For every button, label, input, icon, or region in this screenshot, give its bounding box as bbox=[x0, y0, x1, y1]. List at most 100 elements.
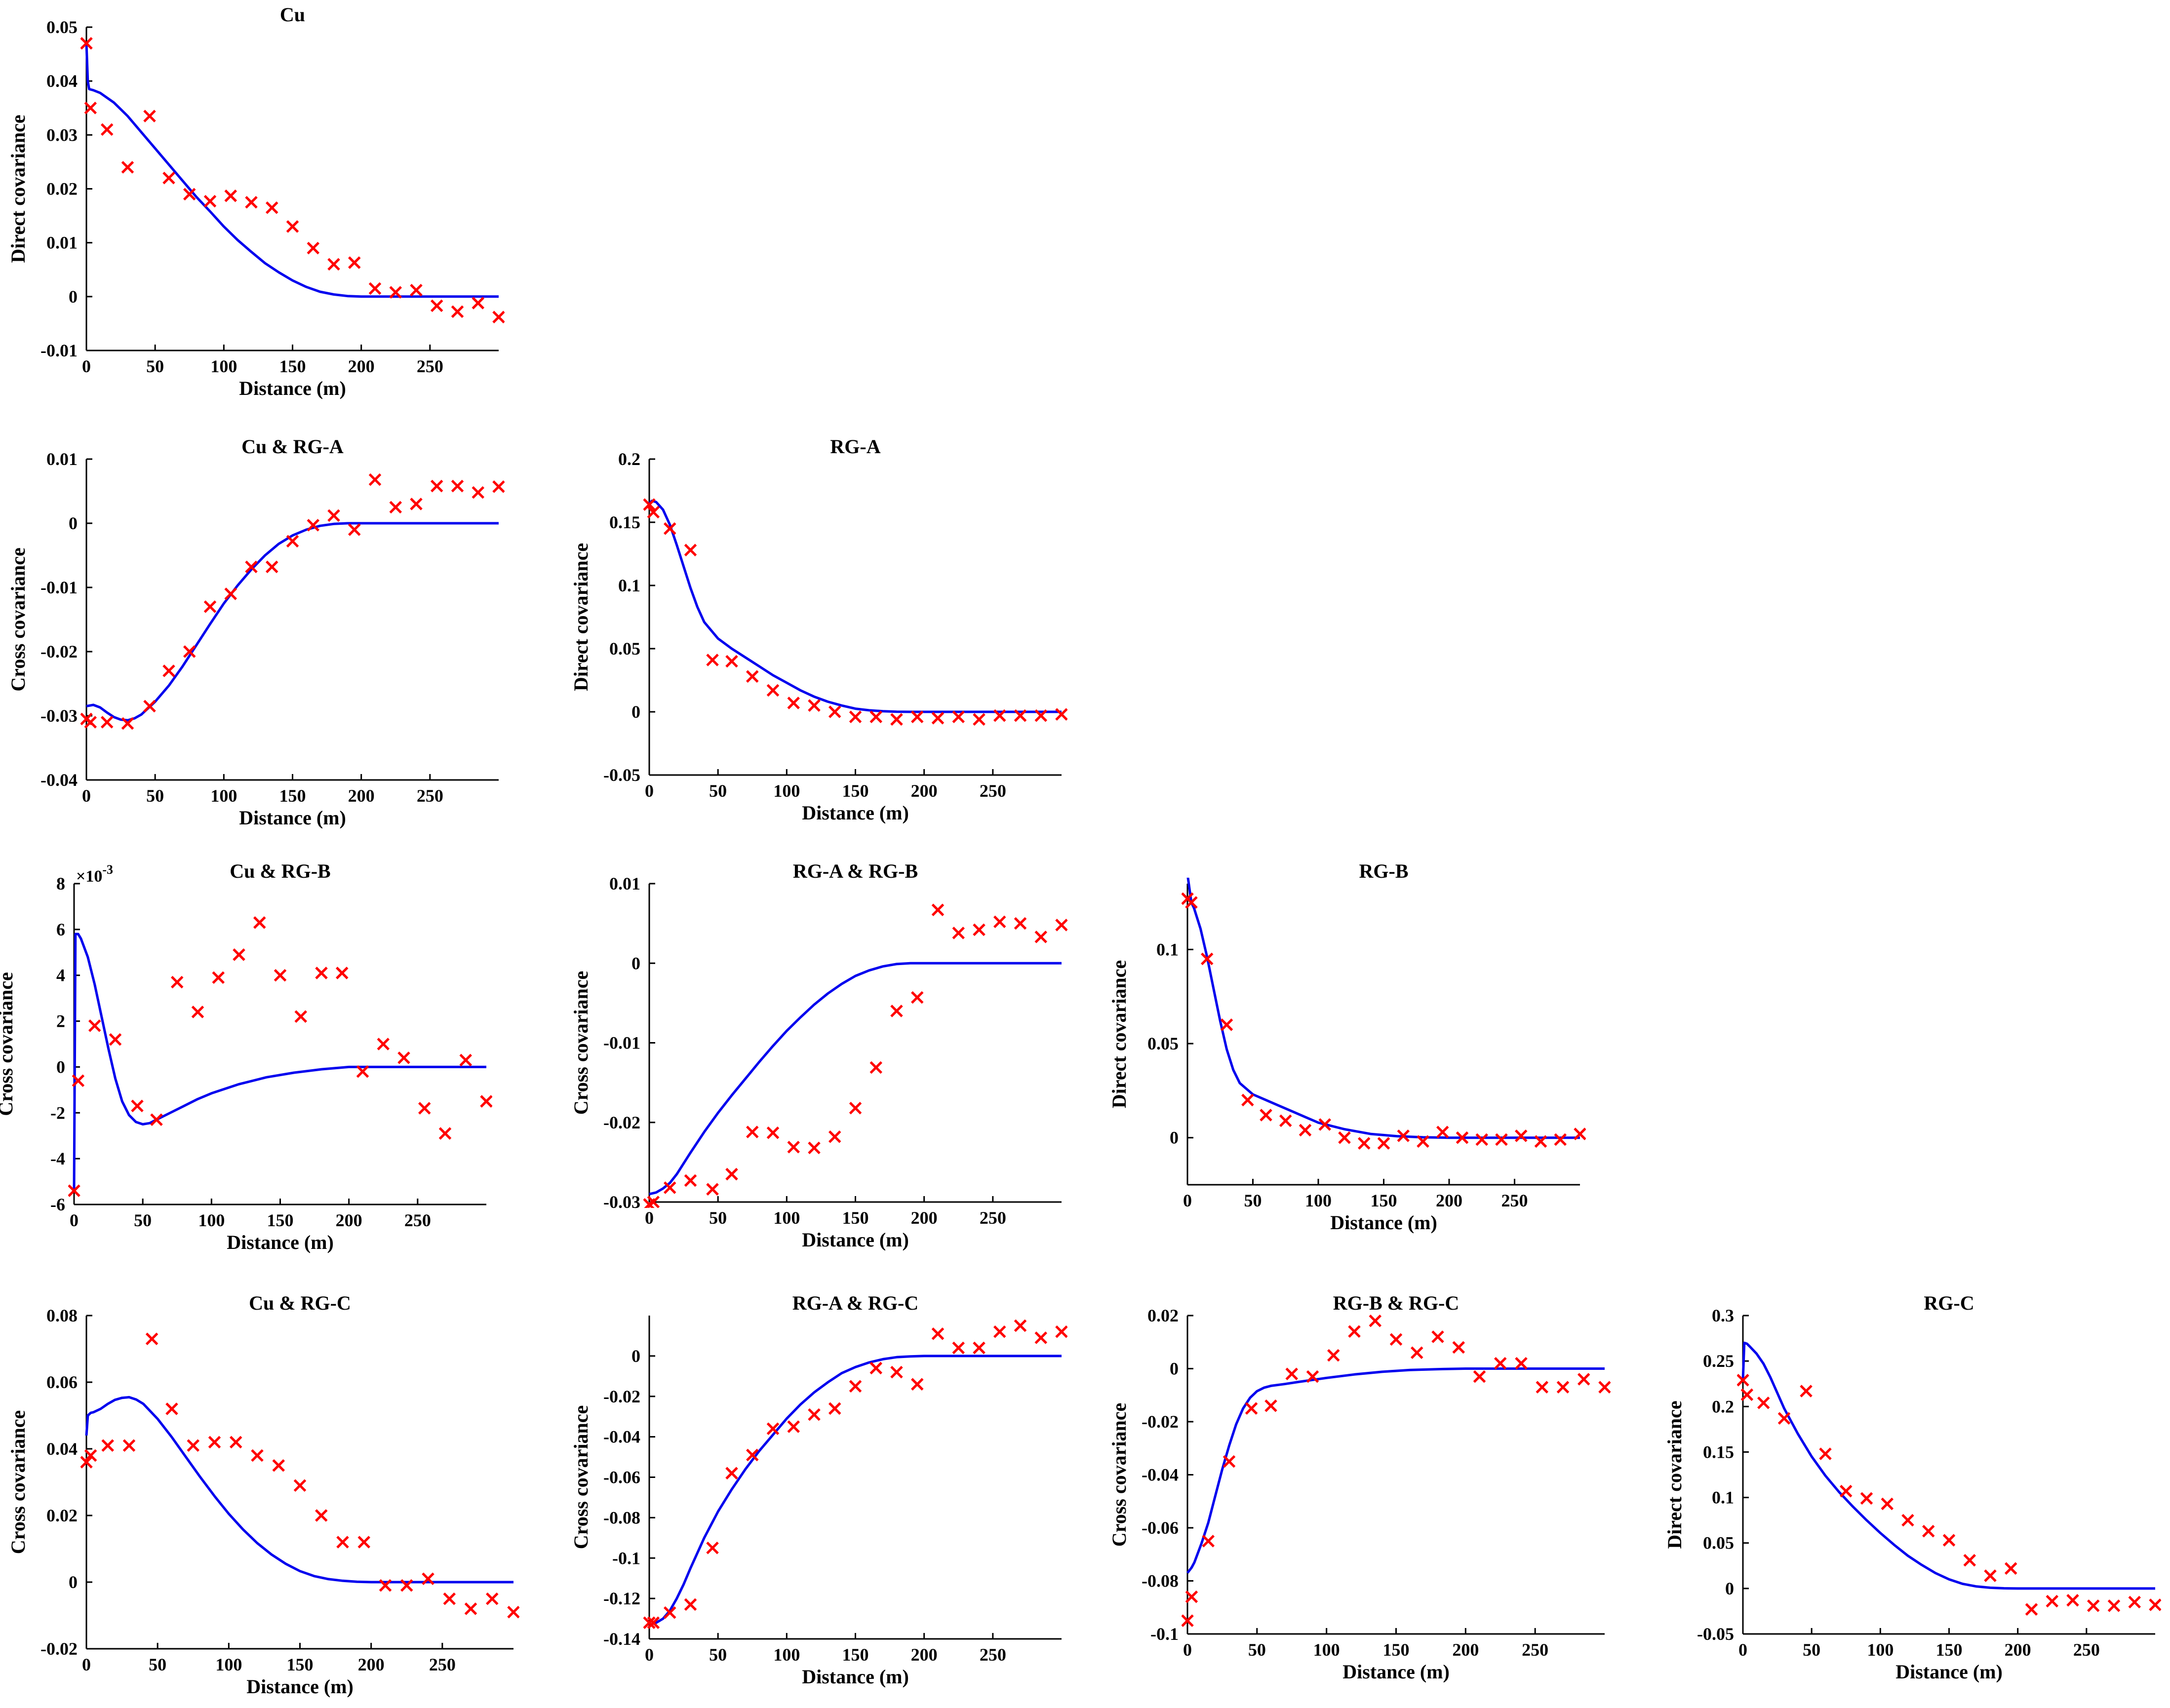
experimental-point bbox=[389, 501, 402, 514]
experimental-point bbox=[485, 1592, 499, 1605]
x-tick-label: 150 bbox=[842, 781, 869, 801]
y-tick-label: 0.01 bbox=[46, 449, 78, 469]
y-tick-label: 0.02 bbox=[46, 1506, 78, 1525]
x-tick-label: 200 bbox=[348, 356, 375, 376]
experimental-point bbox=[706, 1183, 719, 1196]
y-axis-label: Direct covariance bbox=[570, 543, 592, 691]
model-curve bbox=[1186, 878, 1580, 1139]
y-axis-label: Direct covariance bbox=[1663, 1400, 1686, 1549]
y-tick-label: 0.15 bbox=[1703, 1442, 1734, 1462]
experimental-point bbox=[2128, 1595, 2141, 1609]
chart-rgc: 0 50 100 150 200 250-0.0500.050.10.150.20.250… bbox=[1663, 1292, 2161, 1683]
experimental-point bbox=[1473, 1370, 1486, 1383]
experimental-point bbox=[1881, 1497, 1894, 1511]
experimental-point bbox=[1494, 1357, 1507, 1370]
y-tick-label: -0.01 bbox=[603, 1033, 640, 1053]
x-tick-label: 150 bbox=[279, 356, 306, 376]
experimental-point bbox=[706, 654, 719, 666]
x-tick-label: 250 bbox=[417, 786, 443, 806]
experimental-point bbox=[143, 699, 156, 713]
experimental-point bbox=[327, 258, 340, 271]
x-axis-label: Distance (m) bbox=[1330, 1211, 1437, 1234]
x-tick-label: 50 bbox=[134, 1210, 152, 1230]
experimental-point bbox=[162, 171, 175, 185]
experimental-point bbox=[910, 991, 924, 1004]
x-tick-label: 100 bbox=[773, 1645, 800, 1665]
y-tick-label: 0.05 bbox=[46, 17, 78, 37]
experimental-point bbox=[121, 161, 134, 174]
y-tick-label: -0.02 bbox=[603, 1387, 640, 1406]
experimental-point bbox=[1860, 1492, 1873, 1505]
experimental-point bbox=[1901, 1514, 1914, 1527]
experimental-point bbox=[706, 1542, 719, 1554]
experimental-point bbox=[1369, 1314, 1382, 1327]
experimental-point bbox=[84, 101, 97, 115]
experimental-point bbox=[766, 1126, 780, 1139]
experimental-point bbox=[808, 1141, 821, 1155]
experimental-point bbox=[1014, 1319, 1027, 1332]
experimental-point bbox=[1577, 1373, 1590, 1386]
x-tick-label: 150 bbox=[1936, 1640, 1963, 1660]
experimental-point bbox=[1202, 1535, 1215, 1548]
experimental-point bbox=[1306, 1370, 1319, 1383]
experimental-point bbox=[143, 110, 156, 122]
experimental-point bbox=[1431, 1330, 1444, 1343]
experimental-point bbox=[1819, 1447, 1832, 1460]
y-tick-label: -0.08 bbox=[603, 1508, 640, 1527]
experimental-point bbox=[647, 1196, 660, 1208]
experimental-point bbox=[492, 480, 505, 493]
y-axis-label: Cross covariance bbox=[7, 547, 29, 691]
y-axis-label: Cross covariance bbox=[7, 1410, 29, 1554]
y-axis-label: Direct covariance bbox=[1108, 960, 1130, 1108]
x-tick-label: 100 bbox=[1867, 1640, 1894, 1660]
experimental-point bbox=[1984, 1569, 1997, 1582]
x-tick-label: 0 bbox=[82, 1655, 91, 1674]
experimental-point bbox=[1800, 1385, 1813, 1397]
experimental-point bbox=[1200, 952, 1214, 966]
experimental-point bbox=[400, 1579, 413, 1592]
chart-title: RG-A & RG-C bbox=[792, 1292, 919, 1314]
chart-title: RG-C bbox=[1924, 1292, 1974, 1314]
y-tick-label: 0.1 bbox=[618, 576, 640, 595]
chart-rga-rgc: 0 50 100 150 200 250 -0.14 -0.12 -0.1 -0.08 -0.06 -… bbox=[570, 1292, 1067, 1688]
x-tick-label: 100 bbox=[210, 356, 237, 376]
experimental-point bbox=[746, 1448, 759, 1462]
experimental-point bbox=[808, 699, 821, 712]
x-tick-label: 0 bbox=[1183, 1191, 1192, 1210]
experimental-point bbox=[1456, 1131, 1469, 1144]
experimental-point bbox=[1389, 1333, 1403, 1346]
x-tick-label: 200 bbox=[336, 1210, 362, 1230]
y-tick-label: -4 bbox=[50, 1149, 65, 1168]
x-tick-label: 200 bbox=[348, 786, 375, 806]
experimental-point bbox=[430, 299, 443, 312]
y-axis-label: Cross covariance bbox=[570, 971, 592, 1115]
experimental-point bbox=[191, 1006, 204, 1018]
experimental-point bbox=[1397, 1129, 1410, 1142]
x-tick-label: 50 bbox=[1248, 1640, 1266, 1660]
experimental-point bbox=[869, 1061, 883, 1074]
experimental-point bbox=[890, 713, 903, 726]
chart-title: RG-A bbox=[830, 435, 880, 458]
chart-cu: 0 50 100 150 200 250-0.0100.010.020.030.040.0… bbox=[7, 3, 505, 399]
experimental-point bbox=[100, 716, 114, 729]
experimental-point bbox=[451, 305, 464, 318]
y-tick-label: 0.15 bbox=[609, 512, 640, 532]
experimental-point bbox=[1241, 1093, 1254, 1107]
x-tick-label: 250 bbox=[980, 1208, 1006, 1228]
y-tick-label: 0 bbox=[631, 702, 640, 722]
experimental-point bbox=[187, 1439, 200, 1452]
x-tick-label: 0 bbox=[645, 1208, 654, 1228]
experimental-point bbox=[828, 705, 841, 718]
experimental-point bbox=[2087, 1599, 2100, 1612]
x-axis-label: Distance (m) bbox=[227, 1231, 334, 1253]
x-tick-label: 150 bbox=[287, 1655, 314, 1674]
y-exponent-label: ×10-3 bbox=[76, 862, 113, 886]
experimental-point bbox=[472, 297, 485, 310]
y-tick-label: -0.01 bbox=[40, 578, 78, 597]
experimental-point bbox=[1357, 1137, 1371, 1150]
experimental-point bbox=[2066, 1594, 2079, 1607]
experimental-point bbox=[368, 473, 382, 486]
x-tick-label: 50 bbox=[709, 781, 727, 801]
experimental-point bbox=[368, 282, 382, 295]
